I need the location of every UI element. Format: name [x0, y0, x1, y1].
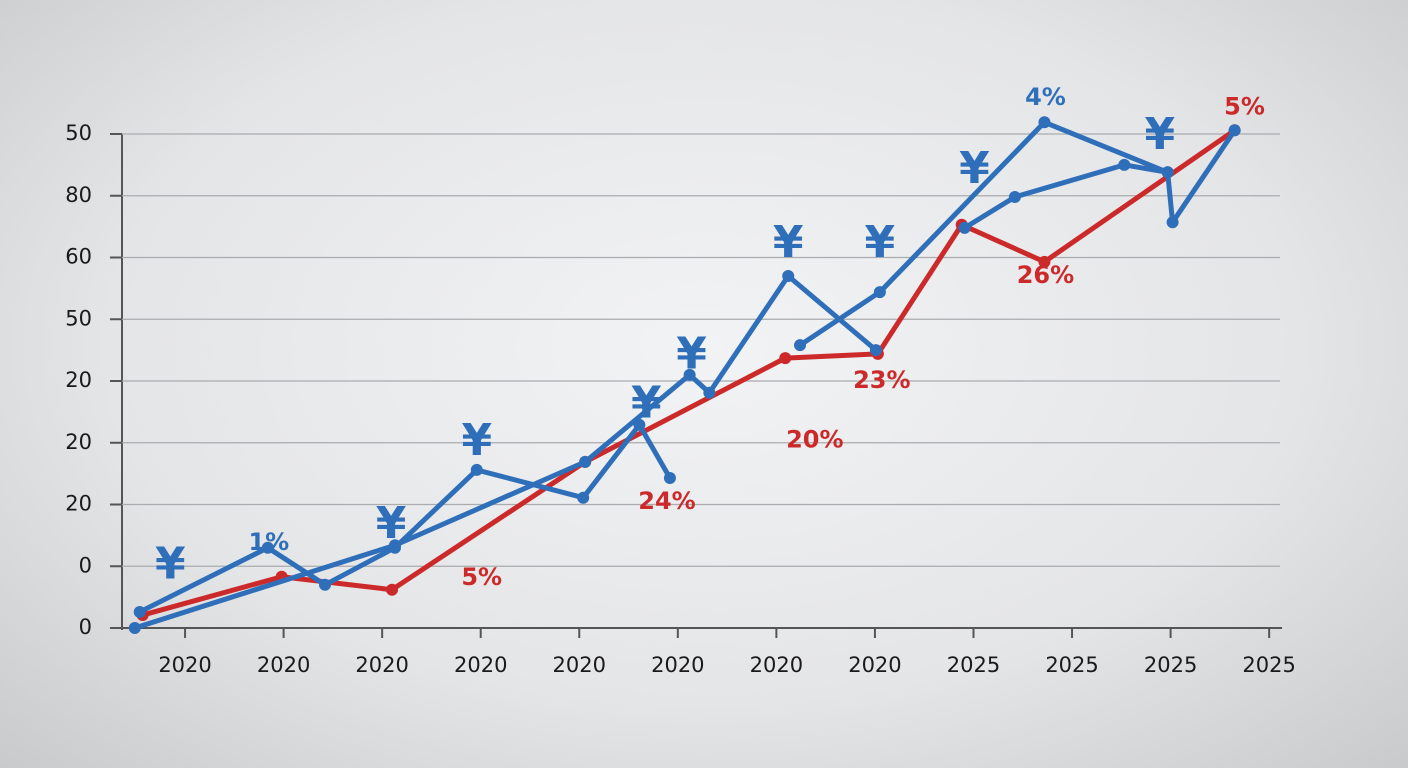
- y-tick-label: 80: [65, 183, 92, 207]
- y-tick-label: 50: [65, 306, 92, 330]
- annotation: 1%: [248, 528, 289, 556]
- annotation: 5%: [461, 563, 502, 591]
- series-line: [797, 119, 1238, 348]
- annotation: ¥: [959, 143, 990, 194]
- point: [579, 455, 592, 468]
- point: [261, 541, 274, 554]
- point: [128, 622, 141, 634]
- annotation: ¥: [676, 328, 707, 379]
- point: [1038, 116, 1051, 129]
- annotation: ¥: [1144, 109, 1175, 160]
- point: [1228, 124, 1241, 137]
- x-tick-label: 2020: [158, 653, 211, 677]
- x-tick-label: 2025: [947, 653, 1000, 677]
- y-tick-label: 20: [65, 430, 92, 454]
- annotation: 5%: [1224, 92, 1265, 120]
- point: [869, 344, 882, 357]
- point: [577, 491, 590, 504]
- series-line: [132, 273, 879, 631]
- annotation: ¥: [376, 498, 407, 549]
- y-tick-label: 0: [79, 553, 92, 577]
- point: [683, 368, 696, 381]
- point: [388, 539, 401, 552]
- point: [318, 578, 331, 591]
- y-tick-label: 60: [65, 245, 92, 269]
- point: [386, 583, 399, 596]
- y-tick-label: 0: [79, 615, 92, 639]
- annotation: ¥: [155, 538, 186, 589]
- point: [958, 221, 971, 234]
- annotation: 20%: [786, 425, 843, 453]
- y-tick-label: 20: [65, 368, 92, 392]
- annotation: 24%: [638, 487, 695, 515]
- annotation: ¥: [865, 217, 896, 268]
- x-tick-label: 2020: [553, 653, 606, 677]
- series-line: [962, 162, 1171, 231]
- point: [1118, 158, 1131, 171]
- x-tick-label: 2020: [257, 653, 310, 677]
- x-tick-label: 2020: [750, 653, 803, 677]
- x-tick-label: 2020: [848, 653, 901, 677]
- x-tick-label: 2020: [355, 653, 408, 677]
- annotation: ¥: [631, 378, 662, 429]
- point: [1008, 190, 1021, 203]
- y-tick-label: 50: [65, 121, 92, 145]
- x-tick-label: 2025: [1242, 653, 1295, 677]
- annotation: ¥: [461, 415, 492, 466]
- x-tick-label: 2020: [651, 653, 704, 677]
- point: [133, 605, 146, 618]
- point: [794, 339, 807, 352]
- point: [782, 270, 795, 283]
- point: [663, 471, 676, 484]
- point: [873, 286, 886, 299]
- point: [1161, 166, 1174, 179]
- point: [470, 463, 483, 476]
- annotation: 4%: [1025, 83, 1066, 111]
- point: [1038, 255, 1051, 268]
- point: [779, 352, 792, 365]
- annotation: 23%: [853, 366, 910, 394]
- point: [703, 386, 716, 399]
- series-line: [137, 422, 673, 615]
- annotation: 26%: [1017, 261, 1074, 289]
- point: [1166, 216, 1179, 229]
- annotation: ¥: [773, 217, 804, 268]
- x-tick-label: 2025: [1045, 653, 1098, 677]
- x-tick-label: 2020: [454, 653, 507, 677]
- y-tick-label: 20: [65, 492, 92, 516]
- x-tick-label: 2025: [1144, 653, 1197, 677]
